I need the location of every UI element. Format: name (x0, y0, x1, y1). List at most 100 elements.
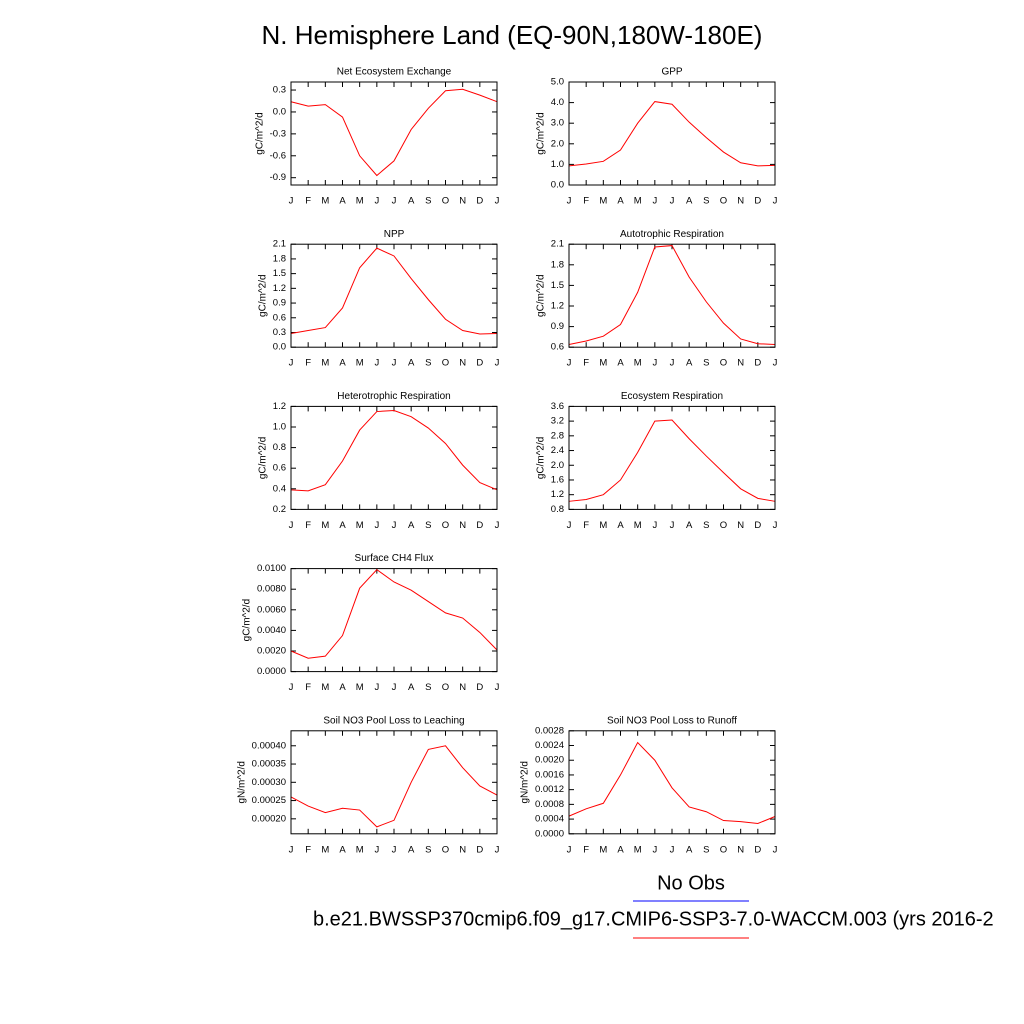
y-tick-label: 4.0 (551, 97, 564, 108)
x-tick-label: J (670, 520, 675, 531)
y-tick-label: -0.3 (270, 128, 286, 139)
x-tick-label: N (737, 358, 744, 369)
y-tick-label: 3.2 (551, 416, 564, 427)
y-tick-label: 0.00025 (252, 795, 286, 806)
x-tick-label: O (720, 358, 727, 369)
x-tick-label: O (442, 682, 449, 693)
x-tick-label: O (442, 520, 449, 531)
y-tick-label: 1.6 (551, 474, 564, 485)
x-tick-label: M (321, 196, 329, 207)
panel: Heterotrophic Respiration 0.2 0.4 0.6 0.8 1.0… (257, 391, 499, 531)
y-axis-label: gC/m^2/d (257, 274, 268, 317)
y-tick-label: 0.9 (551, 321, 564, 332)
x-tick-label: O (442, 844, 449, 855)
x-tick-label: O (442, 358, 449, 369)
x-tick-label: J (374, 844, 379, 855)
x-tick-label: M (356, 682, 364, 693)
y-tick-label: 0.6 (273, 463, 286, 474)
panel: Net Ecosystem Exchange -0.9 -0.6 -0.3 0.0 0.3… (254, 67, 499, 207)
x-tick-label: N (737, 844, 744, 855)
x-tick-label: S (425, 520, 431, 531)
x-tick-label: F (305, 358, 311, 369)
x-tick-label: O (720, 844, 727, 855)
y-tick-label: 0.9 (273, 298, 286, 309)
x-tick-label: S (425, 682, 431, 693)
panel: Soil NO3 Pool Loss to Leaching 0.00020 0.0… (236, 715, 499, 855)
x-tick-label: N (459, 844, 466, 855)
x-tick-label: M (356, 520, 364, 531)
x-tick-label: J (773, 358, 778, 369)
plot-frame (290, 568, 498, 673)
y-tick-label: 2.1 (551, 239, 564, 250)
x-tick-label: J (773, 844, 778, 855)
series-line (290, 568, 498, 659)
x-tick-label: N (459, 196, 466, 207)
series-line (290, 410, 498, 492)
x-tick-label: N (459, 358, 466, 369)
y-tick-label: 0.0 (273, 342, 286, 353)
x-tick-label: D (476, 196, 483, 207)
x-tick-label: J (289, 520, 294, 531)
x-tick-label: D (476, 520, 483, 531)
x-tick-label: M (634, 520, 642, 531)
x-tick-label: S (703, 358, 709, 369)
x-tick-label: A (617, 844, 624, 855)
y-tick-label: 0.0020 (535, 755, 564, 766)
y-tick-label: 0.8 (551, 504, 564, 515)
x-tick-label: J (495, 358, 500, 369)
y-tick-label: 2.8 (551, 430, 564, 441)
x-tick-label: J (289, 844, 294, 855)
y-axis-label: gC/m^2/d (257, 437, 268, 480)
y-tick-label: 0.0060 (257, 604, 286, 615)
y-tick-label: 2.1 (273, 239, 286, 250)
y-tick-label: 0.0008 (535, 799, 564, 810)
x-tick-label: J (289, 682, 294, 693)
x-tick-label: O (720, 196, 727, 207)
y-tick-label: 1.0 (551, 159, 564, 170)
plot-frame (568, 81, 776, 186)
y-tick-label: -0.6 (270, 150, 286, 161)
x-tick-label: J (652, 520, 657, 531)
y-tick-label: -0.9 (270, 172, 286, 183)
panel-title: Surface CH4 Flux (355, 553, 434, 564)
panel-title: Soil NO3 Pool Loss to Leaching (323, 715, 464, 726)
series-line (290, 745, 498, 828)
x-tick-label: A (339, 520, 346, 531)
x-tick-label: M (356, 196, 364, 207)
plot-frame (568, 730, 776, 835)
x-tick-label: S (703, 844, 709, 855)
panel-title: Ecosystem Respiration (621, 391, 723, 402)
y-tick-label: 0.0 (273, 106, 286, 117)
y-tick-label: 1.0 (273, 422, 286, 433)
y-tick-label: 0.0016 (535, 769, 564, 780)
x-tick-label: M (634, 844, 642, 855)
y-tick-label: 0.6 (551, 342, 564, 353)
x-tick-label: A (686, 520, 693, 531)
y-tick-label: 1.2 (273, 283, 286, 294)
x-tick-label: J (289, 358, 294, 369)
x-tick-label: J (670, 358, 675, 369)
y-tick-label: 3.0 (551, 118, 564, 129)
y-tick-label: 1.8 (551, 259, 564, 270)
y-tick-label: 1.5 (551, 280, 564, 291)
y-tick-label: 0.0024 (535, 740, 564, 751)
panel: Autotrophic Respiration 0.6 0.9 1.2 1.5 1.8 2.… (535, 229, 777, 369)
x-tick-label: N (459, 520, 466, 531)
y-axis-label: gC/m^2/d (242, 599, 253, 642)
figure-title: N. Hemisphere Land (EQ-90N,180W-180E) (262, 20, 763, 50)
y-tick-label: 1.5 (273, 268, 286, 279)
y-tick-label: 0.0 (551, 180, 564, 191)
y-tick-label: 0.0000 (257, 666, 286, 677)
x-tick-label: S (703, 520, 709, 531)
y-tick-label: 0.0004 (535, 814, 564, 825)
y-tick-label: 5.0 (551, 77, 564, 88)
y-axis-label: gC/m^2/d (535, 274, 546, 317)
x-tick-label: M (599, 520, 607, 531)
plot-frame (568, 243, 776, 348)
x-tick-label: D (476, 682, 483, 693)
legend-label: No Obs (657, 872, 725, 894)
x-tick-label: S (425, 196, 431, 207)
x-tick-label: M (634, 196, 642, 207)
x-tick-label: F (583, 844, 589, 855)
